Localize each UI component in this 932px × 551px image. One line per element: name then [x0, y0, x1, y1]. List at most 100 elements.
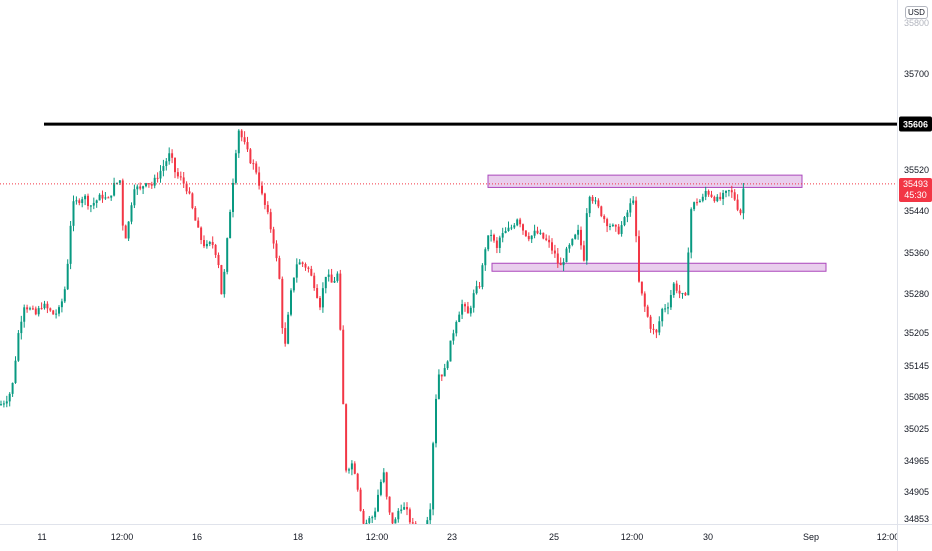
- candle: [26, 304, 29, 313]
- candle: [484, 247, 487, 271]
- candle-body: [580, 229, 582, 246]
- candle: [716, 194, 719, 203]
- candle: [469, 305, 472, 317]
- candle: [719, 192, 722, 201]
- candle: [55, 309, 58, 319]
- candle-body: [136, 186, 139, 190]
- candle-body: [400, 509, 403, 511]
- candle-body: [150, 184, 153, 186]
- candle-body: [664, 308, 667, 310]
- candle: [675, 280, 678, 294]
- candle-body: [118, 180, 121, 183]
- candle: [304, 262, 307, 271]
- candle-body: [147, 183, 150, 185]
- candle: [710, 190, 713, 198]
- candle: [307, 266, 310, 273]
- candle-body: [217, 254, 220, 266]
- candle-body: [539, 232, 542, 234]
- zone-rectangle[interactable]: [487, 174, 803, 188]
- candle: [643, 291, 646, 312]
- time-tick-label: 11: [37, 532, 47, 542]
- candle: [69, 220, 72, 270]
- candle: [577, 224, 580, 240]
- candle: [118, 180, 121, 186]
- time-tick-label: Sep: [802, 532, 820, 542]
- price-tick-label: 35520: [904, 165, 930, 175]
- candle: [182, 171, 185, 188]
- candle-body: [440, 374, 443, 377]
- candle: [336, 271, 339, 283]
- candle-body: [397, 510, 400, 520]
- price-tick-label: 35085: [904, 392, 930, 402]
- candle: [379, 479, 382, 497]
- candle-body: [72, 201, 75, 226]
- currency-badge[interactable]: USD: [905, 6, 928, 19]
- candle-body: [46, 303, 49, 309]
- candle: [101, 190, 104, 203]
- candle-body: [452, 333, 455, 341]
- candle: [582, 240, 585, 262]
- candle-body: [742, 188, 745, 214]
- price-tick-label: 35280: [904, 289, 930, 299]
- candle-body: [719, 196, 722, 200]
- candle-body: [23, 307, 26, 322]
- candle-body: [701, 196, 704, 201]
- candle-body: [548, 239, 551, 243]
- candle: [63, 286, 66, 304]
- candle: [522, 223, 524, 235]
- candle: [240, 129, 243, 142]
- candle: [95, 199, 98, 208]
- candlestick-chart[interactable]: [0, 0, 897, 524]
- candle-body: [205, 243, 208, 247]
- candle: [635, 196, 638, 243]
- candle: [350, 460, 353, 476]
- candle-body: [43, 303, 46, 309]
- price-tick-label: 35800: [904, 18, 930, 28]
- candle: [46, 301, 49, 314]
- candle: [696, 198, 698, 206]
- candle-body: [733, 192, 736, 200]
- candle-body: [11, 382, 14, 394]
- candle-body: [594, 200, 597, 202]
- candle-body: [261, 185, 263, 194]
- candle-body: [284, 328, 287, 344]
- candle-body: [55, 313, 58, 315]
- candle-body: [669, 295, 672, 308]
- candle: [5, 395, 8, 408]
- candle: [313, 272, 316, 291]
- candle-body: [591, 196, 594, 202]
- candle-body: [321, 288, 324, 308]
- candle-body: [600, 206, 603, 217]
- candle-body: [527, 236, 530, 240]
- candle: [556, 248, 559, 268]
- candle-body: [176, 172, 179, 177]
- candle: [179, 171, 182, 181]
- candle: [145, 182, 147, 188]
- candle: [188, 187, 191, 195]
- candle: [403, 502, 406, 511]
- time-axis[interactable]: 11 12:00 16 18 12:00 23 25 12:00 30 Sep 12:00: [0, 524, 899, 551]
- candle-body: [20, 321, 23, 334]
- candle: [113, 177, 116, 197]
- candle-body: [295, 264, 298, 278]
- candle: [667, 302, 669, 315]
- candle: [168, 147, 171, 165]
- candle: [0, 400, 2, 406]
- candle-body: [272, 229, 275, 244]
- candle-body: [530, 235, 533, 240]
- candle: [437, 369, 440, 400]
- candle: [356, 472, 359, 492]
- candle-body: [66, 263, 69, 290]
- candle: [211, 236, 214, 249]
- candle-body: [519, 219, 522, 225]
- chart-canvas[interactable]: [0, 0, 897, 524]
- candle-body: [614, 224, 617, 227]
- candle: [287, 311, 290, 345]
- candle: [562, 258, 565, 272]
- candle-body: [246, 142, 249, 150]
- candle-body: [687, 252, 690, 296]
- candle-body: [545, 238, 548, 240]
- candle: [290, 288, 292, 317]
- price-axis[interactable]: USD 35700 35520 35440 35360 35280 35205 35145 3…: [897, 0, 932, 524]
- zone-rectangle[interactable]: [491, 262, 827, 272]
